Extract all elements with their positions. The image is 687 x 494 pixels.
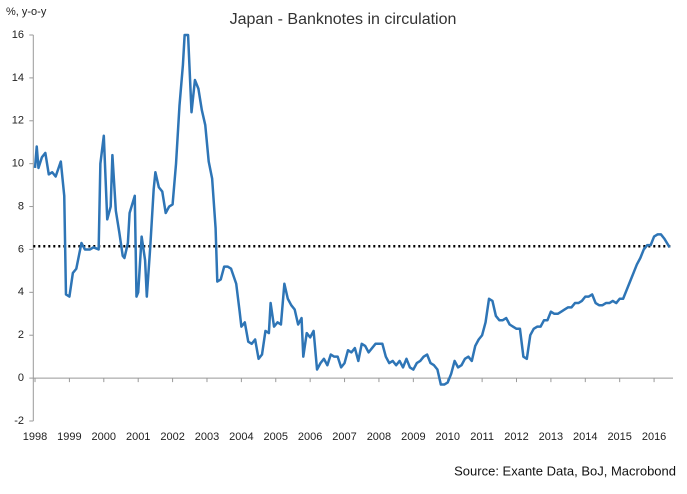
x-tick-label: 2013	[539, 431, 563, 443]
x-tick-label: 2001	[126, 431, 150, 443]
x-tick-label: 2014	[573, 431, 597, 443]
y-tick-label: 4	[18, 286, 24, 298]
x-tick-label: 2004	[229, 431, 253, 443]
y-tick-label: 8	[18, 200, 24, 212]
x-tick-label: 2003	[195, 431, 219, 443]
x-tick-label: 2005	[264, 431, 288, 443]
x-tick-label: 2012	[504, 431, 528, 443]
x-tick-label: 2000	[92, 431, 116, 443]
y-tick-label: 12	[12, 115, 24, 127]
x-tick-label: 1999	[57, 431, 81, 443]
x-tick-label: 2011	[470, 431, 494, 443]
source: Source: Exante Data, BoJ, Macrobond	[454, 463, 676, 478]
y-tick-label: 2	[18, 329, 24, 341]
x-tick-label: 2002	[160, 431, 184, 443]
x-tick-label: 2016	[642, 431, 666, 443]
y-tick-label: 14	[12, 72, 24, 84]
x-tick-label: 1998	[23, 431, 47, 443]
x-tick-label: 2009	[401, 431, 425, 443]
series-line	[33, 33, 671, 386]
y-tick-label: 16	[12, 29, 24, 41]
y-tick-label: -2	[14, 415, 24, 427]
x-tick-label: 2006	[298, 431, 322, 443]
x-tick-label: 2015	[607, 431, 631, 443]
x-tick-label: 2008	[367, 431, 391, 443]
y-tick-label: 10	[12, 158, 24, 170]
y-tick-label: 0	[18, 372, 24, 384]
chart-title: Japan - Banknotes in circulation	[230, 11, 457, 28]
x-tick-label: 2007	[332, 431, 356, 443]
y-tick-label: 6	[18, 243, 24, 255]
y-axis-label: %, y-o-y	[6, 6, 47, 18]
x-tick-label: 2010	[435, 431, 459, 443]
